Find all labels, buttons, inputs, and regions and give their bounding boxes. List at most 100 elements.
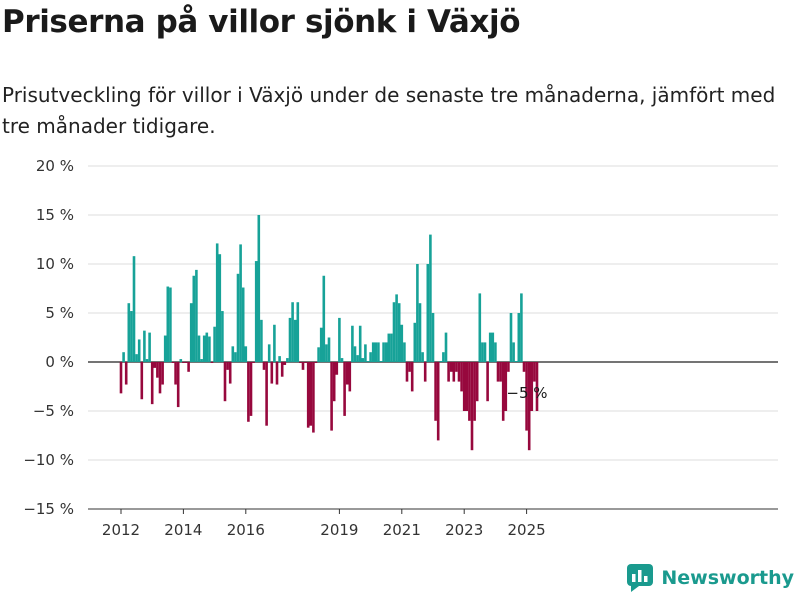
bar bbox=[527, 362, 531, 451]
bar bbox=[330, 362, 333, 431]
x-tick-label: 2016 bbox=[227, 521, 265, 539]
bar bbox=[244, 346, 248, 362]
bar bbox=[494, 342, 497, 362]
bar bbox=[213, 326, 216, 362]
bar bbox=[410, 362, 414, 392]
bar bbox=[462, 362, 466, 411]
bar bbox=[189, 303, 193, 362]
bar bbox=[423, 362, 427, 382]
bar bbox=[390, 333, 393, 362]
x-tick-label: 2023 bbox=[445, 521, 483, 539]
bar bbox=[533, 362, 536, 382]
bar bbox=[228, 362, 232, 384]
bar bbox=[522, 362, 526, 372]
chart-title: Priserna på villor sjönk i Växjö bbox=[2, 4, 521, 40]
bar bbox=[405, 362, 409, 382]
bar bbox=[169, 287, 172, 362]
bar bbox=[509, 313, 513, 362]
bar bbox=[192, 275, 196, 362]
bar bbox=[202, 335, 206, 362]
bar bbox=[130, 311, 133, 362]
y-tick-label: 10 % bbox=[36, 255, 74, 273]
bar bbox=[267, 344, 271, 362]
bar bbox=[317, 347, 320, 362]
bar bbox=[286, 358, 289, 362]
bar bbox=[143, 330, 146, 362]
bar bbox=[234, 352, 237, 362]
bar bbox=[200, 359, 203, 362]
bar bbox=[486, 362, 489, 402]
bar bbox=[260, 319, 263, 362]
bar bbox=[491, 332, 495, 362]
bar bbox=[348, 362, 352, 392]
bar bbox=[436, 362, 440, 441]
bar bbox=[455, 362, 458, 372]
bar bbox=[210, 362, 214, 363]
bar bbox=[470, 362, 474, 451]
bar bbox=[293, 319, 297, 362]
bar bbox=[442, 352, 445, 362]
bar bbox=[156, 362, 159, 378]
bar bbox=[270, 362, 274, 384]
y-tick-label: −15 % bbox=[23, 500, 74, 518]
bar bbox=[278, 356, 281, 362]
bar bbox=[374, 342, 378, 362]
bar bbox=[351, 325, 354, 362]
bar bbox=[153, 362, 157, 368]
bar bbox=[447, 362, 450, 382]
bar bbox=[301, 362, 305, 370]
bar bbox=[184, 362, 188, 363]
bar bbox=[304, 362, 307, 363]
bar bbox=[468, 362, 471, 421]
y-tick-label: −5 % bbox=[33, 402, 74, 420]
bar bbox=[340, 358, 344, 362]
bar bbox=[507, 362, 510, 372]
x-tick-label: 2025 bbox=[508, 521, 546, 539]
bar bbox=[530, 362, 534, 411]
bar bbox=[403, 342, 406, 362]
bar bbox=[496, 362, 500, 382]
bar bbox=[358, 325, 362, 362]
bar bbox=[413, 322, 417, 362]
bar bbox=[280, 362, 284, 377]
bar bbox=[514, 361, 518, 362]
y-axis: −15 % −10 % −5 % 0 % 5 % 10 % 15 % 20 % bbox=[23, 157, 74, 518]
bar bbox=[171, 362, 175, 363]
bar bbox=[377, 342, 380, 362]
bar bbox=[452, 362, 456, 382]
bar bbox=[257, 215, 261, 362]
bar bbox=[215, 243, 219, 362]
bar bbox=[475, 362, 479, 402]
y-tick-label: 0 % bbox=[45, 353, 74, 371]
brand-name: Newsworthy bbox=[661, 567, 794, 589]
bar bbox=[364, 344, 367, 362]
bar bbox=[161, 362, 164, 385]
bar bbox=[384, 342, 388, 362]
bar bbox=[150, 362, 154, 405]
x-tick-label: 2012 bbox=[102, 521, 140, 539]
bar bbox=[327, 337, 331, 362]
grid-lines bbox=[88, 165, 778, 510]
bar bbox=[127, 303, 131, 362]
bar bbox=[249, 362, 253, 416]
bar bbox=[132, 256, 136, 362]
bar bbox=[299, 362, 302, 363]
bar bbox=[434, 362, 437, 421]
bar bbox=[158, 362, 162, 394]
bar bbox=[353, 346, 357, 362]
bar bbox=[501, 362, 505, 421]
bar bbox=[416, 264, 419, 362]
bar bbox=[166, 286, 170, 362]
bar bbox=[197, 335, 201, 362]
bar bbox=[397, 303, 401, 362]
bar bbox=[439, 361, 443, 362]
bar bbox=[135, 354, 138, 362]
bar bbox=[465, 362, 469, 411]
bar bbox=[478, 293, 482, 362]
bar bbox=[306, 362, 310, 428]
bar bbox=[481, 342, 484, 362]
bar bbox=[392, 302, 396, 362]
bar bbox=[525, 362, 528, 431]
bar bbox=[338, 317, 341, 362]
bar bbox=[488, 332, 492, 362]
